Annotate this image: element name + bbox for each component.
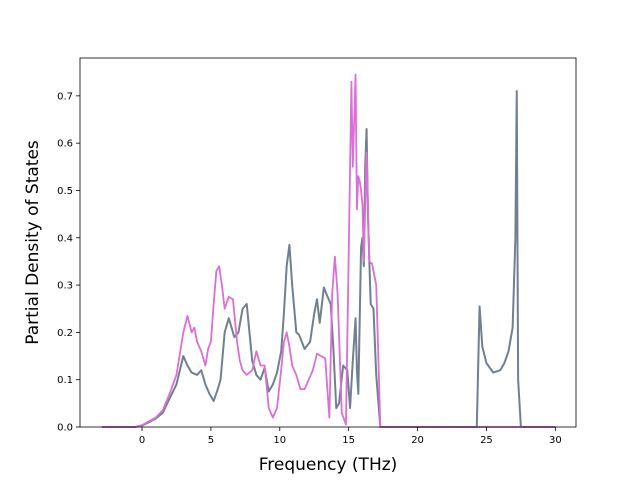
tick-layer: 0 5 10 15 20 25 30 0.0 0.1 0.2 0.3 0.4 0.5 0.6 0.7 xyxy=(57,91,562,446)
plot-frame xyxy=(79,57,577,428)
x-tick-label: 30 xyxy=(549,435,562,446)
x-tick-label: 15 xyxy=(342,435,355,446)
x-axis-label: Frequency (THz) xyxy=(259,455,398,475)
y-axis-label: Partial Density of States xyxy=(23,140,43,345)
y-tick-label: 0.3 xyxy=(57,281,73,292)
y-tick-label: 0.2 xyxy=(57,328,73,339)
y-tick-label: 0.7 xyxy=(57,91,73,102)
y-tick-label: 0.6 xyxy=(57,139,73,150)
x-tick-label: 5 xyxy=(208,435,214,446)
y-tick-label: 0.1 xyxy=(57,375,73,386)
x-tick-label: 10 xyxy=(273,435,286,446)
y-tick-label: 0.4 xyxy=(57,233,73,244)
x-tick-label: 25 xyxy=(480,435,493,446)
y-tick-label: 0.5 xyxy=(57,186,73,197)
x-tick-label: 20 xyxy=(411,435,424,446)
x-tick-label: 0 xyxy=(139,435,145,446)
series-line-2 xyxy=(102,73,556,428)
y-tick-label: 0.0 xyxy=(57,423,73,434)
